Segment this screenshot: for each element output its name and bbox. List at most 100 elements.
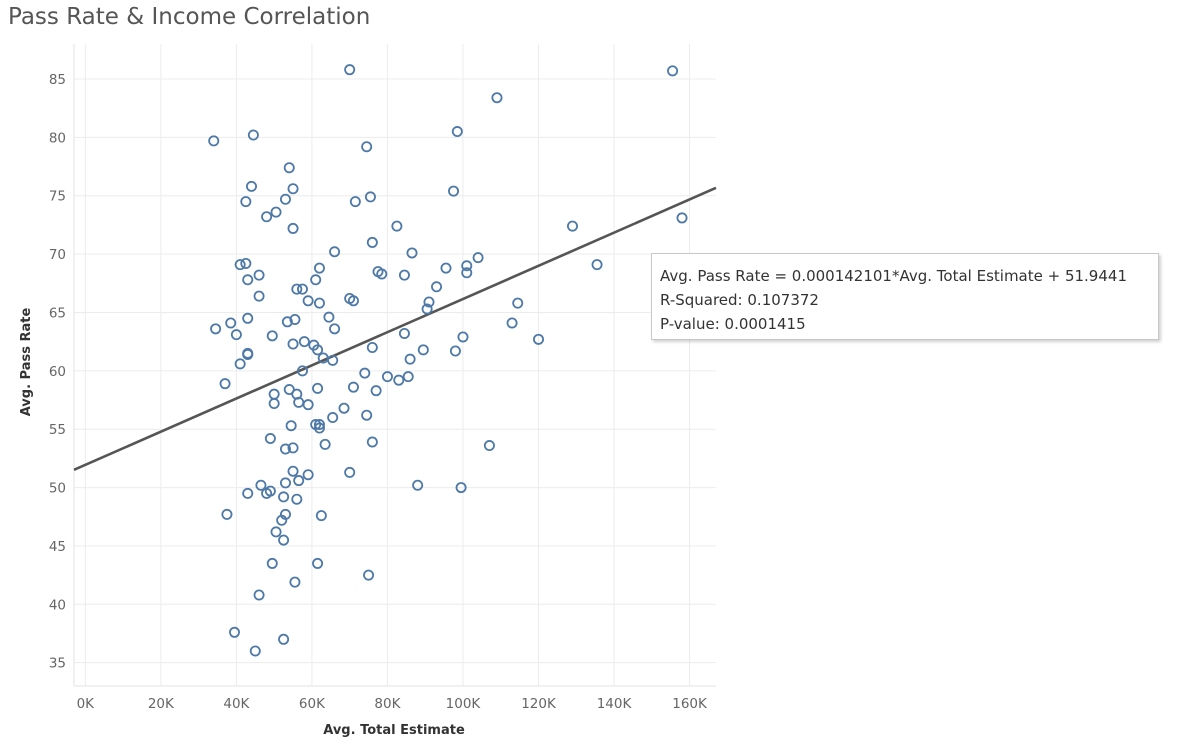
data-point [268,388,280,400]
data-point [278,491,290,503]
x-axis-label: Avg. Total Estimate [323,723,465,738]
data-point [302,399,314,411]
data-point [230,329,242,341]
data-point [245,180,257,192]
data-point [315,510,327,522]
data-point [366,236,378,248]
data-point [261,211,273,223]
data-point [483,440,495,452]
data-point [289,313,301,325]
data-point [402,371,414,383]
data-point [296,283,308,295]
data-point [253,290,265,302]
data-point [344,466,356,478]
data-point [676,212,688,224]
data-point [364,191,376,203]
data-point [359,367,371,379]
data-point [270,206,282,218]
data-point [221,508,233,520]
data-point [242,274,254,286]
data-point [247,129,259,141]
data-point [281,316,293,328]
data-point [366,341,378,353]
data-point [296,365,308,377]
data-point [278,534,290,546]
data-point [417,344,429,356]
data-point [423,296,435,308]
data-point [591,259,603,271]
data-point [287,222,299,234]
data-point [279,193,291,205]
data-point [312,557,324,569]
data-point [287,465,299,477]
data-point [291,493,303,505]
data-point [361,141,373,153]
data-point [255,479,267,491]
tooltip-r-squared: R-Squared: 0.107372 [660,291,819,309]
chart-title: Pass Rate & Income Correlation [8,4,371,30]
data-point [329,323,341,335]
x-tick-label: 60K [299,696,326,712]
gridlines [73,44,716,687]
data-point [285,420,297,432]
y-tick-label: 35 [49,656,66,672]
data-point [313,422,325,434]
data-point [242,312,254,324]
data-point [293,475,305,487]
data-point [667,65,679,77]
data-point [253,269,265,281]
x-tick-label: 40K [223,696,250,712]
data-point [266,557,278,569]
x-tick-label: 0K [77,696,96,712]
data-point [376,268,388,280]
data-point [313,297,325,309]
data-point [268,398,280,410]
data-point [234,259,246,271]
y-tick-label: 50 [49,481,66,497]
data-point [270,526,282,538]
data-point [338,402,350,414]
data-point [457,331,469,343]
data-point [566,220,578,232]
data-point [242,487,254,499]
data-point [329,246,341,258]
data-point [512,297,524,309]
y-tick-label: 55 [49,422,66,438]
y-tick-label: 80 [49,130,66,146]
data-point [279,443,291,455]
data-point [363,569,375,581]
data-point [210,323,222,335]
data-point [264,433,276,445]
data-point [228,626,240,638]
y-tick-label: 45 [49,539,66,555]
data-point [279,477,291,489]
data-point [283,384,295,396]
y-axis-ticks: 35 40 45 50 55 60 65 70 75 80 85 [49,72,66,672]
data-point [302,295,314,307]
data-point [208,135,220,147]
data-point [406,247,418,259]
data-point [491,92,503,104]
tooltip-equation: Avg. Pass Rate = 0.000142101*Avg. Total … [660,267,1127,285]
y-tick-label: 40 [49,597,66,613]
data-point [313,262,325,274]
data-point [506,317,518,329]
trend-line-layer [73,186,717,472]
data-point [249,645,261,657]
x-tick-label: 140K [597,696,633,712]
y-tick-label: 75 [49,189,66,205]
data-point [347,295,359,307]
data-point [327,354,339,366]
data-point [393,374,405,386]
data-point [451,126,463,138]
data-point [313,419,325,431]
y-tick-label: 60 [49,364,66,380]
x-tick-label: 20K [148,696,175,712]
data-point [421,303,433,315]
data-point [440,262,452,274]
data-point [276,514,288,526]
data-point [310,274,322,286]
data-point [461,260,473,272]
data-point [234,358,246,370]
x-tick-label: 160K [672,696,708,712]
